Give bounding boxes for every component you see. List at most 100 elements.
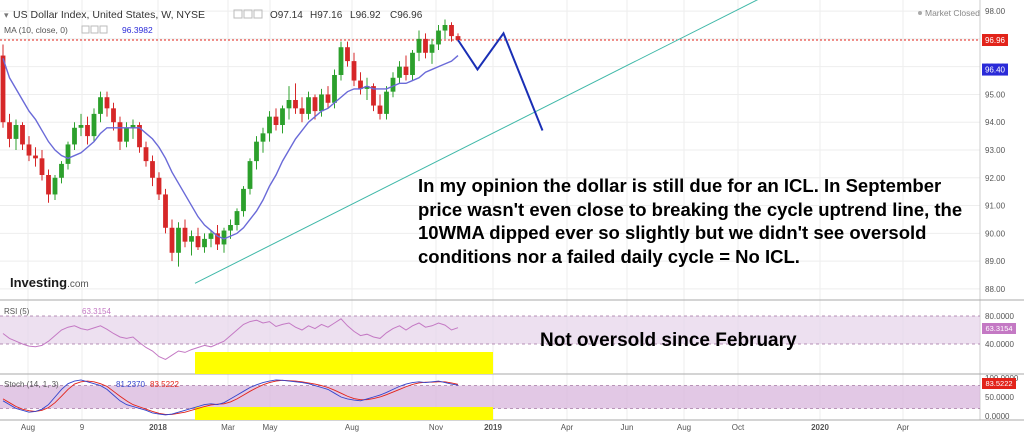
rsi-tag-text: 63.3154 [985,324,1012,333]
candle-body [52,177,58,195]
candle-body [364,86,370,89]
ohlc-key-low: L [350,10,356,21]
time-tick-label: Apr [897,423,910,432]
time-tick-label: Oct [732,423,745,432]
ma-close-icon[interactable] [99,25,108,34]
time-tick-label: May [262,423,277,432]
candle-body [384,91,389,114]
ma-label: MA (10, close, 0) [4,25,68,35]
candle-body [208,233,214,239]
candle-body [104,97,110,109]
candle-body [306,97,311,114]
rsi-axis: 40.0000 80.0000 [985,312,1014,349]
candle-body [234,211,240,225]
candle-body [260,133,266,142]
ohlc-key-close: C [390,10,397,21]
candle-body [182,227,188,242]
candle-body [403,66,409,75]
price-tick-label: 93.00 [985,146,1006,155]
candle-body [390,77,396,92]
candle-body [325,94,331,103]
ma-settings-icon[interactable] [90,25,99,34]
candle-body [312,97,318,112]
candle-body [33,155,38,159]
logo-domain: .com [67,279,89,290]
candles [0,19,461,267]
candle-body [169,227,175,253]
candle-body [0,55,6,123]
chevron-icon[interactable]: ▾ [4,11,9,21]
candle-body [319,94,324,112]
ma-10-line [2,55,459,240]
price-tick-label: 91.00 [985,202,1006,211]
candle-body [293,100,298,109]
symbol-title: US Dollar Index, United States, W, NYSE [13,9,205,21]
candle-body [85,125,90,137]
ma-tag: 96.40 [982,63,1008,76]
ohlc-key-open: O [270,10,278,21]
ohlc-values: O97.14 H97.16 L96.92 C96.96 [270,10,423,21]
candle-body [150,161,155,178]
rsi-highlight [195,352,493,374]
stoch-highlight [195,407,493,420]
price-pane [0,0,980,284]
candle-body [91,113,97,137]
svg-text:H97.16: H97.16 [310,10,343,21]
stoch-tick-label: 0.0000 [985,412,1010,421]
candle-body [13,125,19,139]
ma-visibility-icon[interactable] [81,25,90,34]
candle-body [26,144,32,156]
ohlc-value-high: 97.16 [317,10,342,21]
visibility-icon[interactable] [233,9,243,19]
ma-value: 96.3982 [122,25,153,35]
svg-text:O97.14: O97.14 [270,10,303,21]
candle-body [130,125,136,128]
gridlines [0,0,980,420]
candle-body [345,47,350,62]
candle-body [72,127,77,145]
oversold-annotation: Not oversold since February [540,330,797,351]
candle-body [436,30,441,45]
time-tick-label: Apr [561,423,574,432]
candle-body [7,122,12,139]
candle-body [117,122,123,142]
price-axis: 88.00 89.00 90.00 91.00 92.00 93.00 94.00 95.00… [985,7,1006,294]
stoch-k-line [2,379,459,416]
ohlc-value-close: 96.96 [397,10,422,21]
rsi-value: 63.3154 [82,307,111,316]
candle-body [358,80,363,89]
price-tick-label: 95.00 [985,90,1006,99]
stoch-band [0,385,980,409]
time-axis: Aug 9 2018 Mar May Aug Nov 2019 Apr Jun Aug Oct 2020… [21,423,910,432]
candle-body [163,194,168,228]
ohlc-key-high: H [310,10,317,21]
candle-body [137,125,142,148]
candle-body [273,116,279,125]
candle-body [202,238,207,248]
rsi-band [0,316,980,344]
candle-body [254,141,259,162]
candle-body [215,233,220,245]
candle-body [156,177,162,195]
last-price-tag: 96.96 [982,34,1008,46]
close-icon[interactable] [253,9,263,19]
rsi-tick-label: 80.0000 [985,312,1014,321]
candle-body [416,38,422,53]
rsi-line [2,318,459,360]
candle-body [65,144,71,164]
svg-text:L96.92: L96.92 [350,10,381,21]
candle-body [241,188,246,212]
candle-body [267,116,272,134]
header-buttons [233,9,263,19]
time-tick-label: Nov [429,423,443,432]
stoch-k-value: 81.2370 [116,380,145,389]
candle-body [59,163,64,178]
time-tick-label: 9 [80,423,85,432]
last-price-tag-text: 96.96 [985,36,1006,45]
candle-body [397,66,402,78]
candle-body [98,97,103,114]
price-tick-label: 89.00 [985,257,1006,266]
time-tick-label: 2020 [811,423,829,432]
settings-icon[interactable] [243,9,253,19]
candle-body [221,230,227,245]
